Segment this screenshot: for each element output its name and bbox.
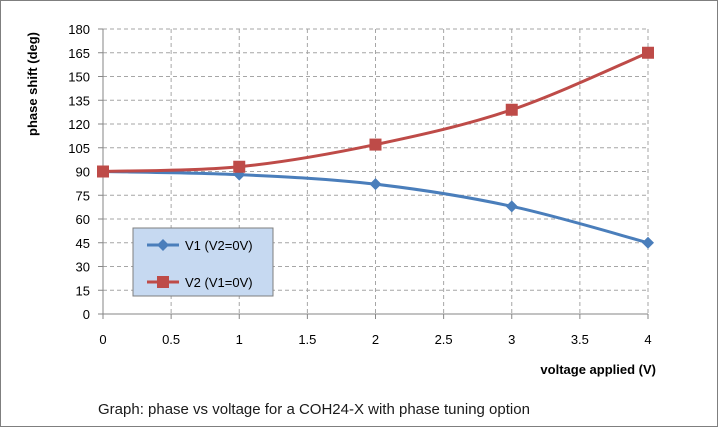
- legend-marker-1: [157, 239, 169, 251]
- y-tick-label: 135: [68, 93, 90, 108]
- y-tick-label: 60: [76, 212, 90, 227]
- legend: V1 (V2=0V) V2 (V1=0V): [132, 227, 274, 297]
- y-tick-label: 30: [76, 260, 90, 275]
- x-tick-label: 0.5: [162, 332, 180, 347]
- y-tick-label: 0: [83, 307, 90, 322]
- series-2: [97, 46, 654, 178]
- legend-marker-2: [157, 276, 169, 288]
- y-tick-label: 45: [76, 236, 90, 251]
- y-axis-title: phase shift (deg): [25, 32, 40, 136]
- data-point-2: [233, 160, 246, 173]
- series-line-2: [102, 51, 649, 173]
- x-tick-label: 1.5: [298, 332, 316, 347]
- y-tick-label: 90: [76, 165, 90, 180]
- legend-label-2: V2 (V1=0V): [185, 275, 253, 290]
- series-group: [97, 46, 654, 249]
- y-tick-label: 105: [68, 141, 90, 156]
- y-tick-label: 180: [68, 22, 90, 37]
- data-point-1: [642, 236, 654, 249]
- x-tick-label: 4: [644, 332, 651, 347]
- y-tick-label: 165: [68, 46, 90, 61]
- data-point-2: [505, 103, 518, 116]
- y-tick-label: 15: [76, 283, 90, 298]
- x-tick-label: 3.5: [571, 332, 589, 347]
- data-point-2: [369, 138, 382, 151]
- figure-caption: Graph: phase vs voltage for a COH24-X wi…: [98, 401, 530, 418]
- y-tick-label: 150: [68, 70, 90, 85]
- data-point-2: [97, 165, 109, 178]
- data-point-2: [642, 46, 654, 59]
- data-point-1: [369, 178, 382, 191]
- x-tick-label: 1: [236, 332, 243, 347]
- legend-box: [132, 227, 274, 297]
- x-tick-label: 0: [99, 332, 106, 347]
- x-tick-label: 2.5: [435, 332, 453, 347]
- y-tick-label: 75: [76, 188, 90, 203]
- data-point-1: [505, 200, 518, 213]
- y-tick-label: 120: [68, 117, 90, 132]
- tick-labels: 0 15 30 45 60 75 90 105 120 135 150 165 180 0 0.5 1 1.5 2…: [68, 22, 651, 347]
- x-axis-title: voltage applied (V): [540, 362, 656, 377]
- x-tick-label: 2: [372, 332, 379, 347]
- x-tick-label: 3: [508, 332, 515, 347]
- legend-label-1: V1 (V2=0V): [185, 238, 253, 253]
